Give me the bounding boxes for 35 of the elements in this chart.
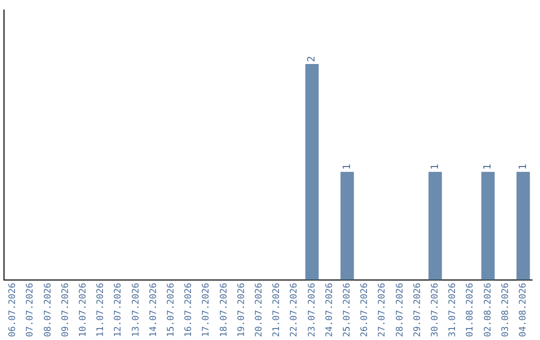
- x-tick-label: 24.07.2026: [324, 282, 335, 338]
- x-tick-label: 03.08.2026: [500, 282, 511, 338]
- x-tick-label: 25.07.2026: [342, 282, 353, 338]
- data-label: 1: [482, 164, 494, 170]
- x-tick-label: 17.07.2026: [202, 282, 212, 338]
- x-tick-label: 28.07.2026: [395, 282, 406, 338]
- x-tick-label: 19.07.2026: [236, 282, 247, 338]
- x-tick-label: 02.08.2026: [483, 282, 494, 338]
- x-tick-label: 26.07.2026: [360, 282, 370, 338]
- x-tick-label: 22.07.2026: [290, 282, 300, 338]
- x-tick-label: 12.07.2026: [114, 282, 124, 338]
- x-tick-label: 01.08.2026: [466, 282, 476, 338]
- x-tick-label: 06.07.2026: [8, 282, 18, 338]
- x-tick-label: 14.07.2026: [148, 282, 159, 338]
- data-label: 1: [342, 164, 353, 170]
- x-tick-label: 15.07.2026: [166, 282, 177, 338]
- x-tick-label: 04.08.2026: [518, 282, 529, 338]
- x-tick-label: 21.07.2026: [272, 282, 282, 338]
- x-tick-label: 08.07.2026: [43, 282, 54, 338]
- x-tick-label: 13.07.2026: [131, 282, 142, 338]
- x-tick-label: 09.07.2026: [60, 282, 71, 338]
- x-tick-label: 29.07.2026: [412, 282, 423, 338]
- x-tick-label: 30.07.2026: [430, 282, 441, 338]
- x-tick-label: 16.07.2026: [184, 282, 194, 338]
- x-tick-label: 31.07.2026: [448, 282, 458, 338]
- x-tick-label: 07.07.2026: [26, 282, 36, 338]
- x-tick-label: 27.07.2026: [378, 282, 388, 338]
- data-label: 2: [306, 56, 318, 62]
- x-tick-label: 23.07.2026: [307, 282, 318, 338]
- x-tick-label: 10.07.2026: [78, 282, 89, 338]
- data-label: 1: [518, 164, 529, 170]
- x-tick-label: 20.07.2026: [254, 282, 265, 338]
- x-tick-label: 11.07.2026: [96, 282, 106, 338]
- data-label: 1: [430, 164, 441, 170]
- x-tick-label: 18.07.2026: [219, 282, 230, 338]
